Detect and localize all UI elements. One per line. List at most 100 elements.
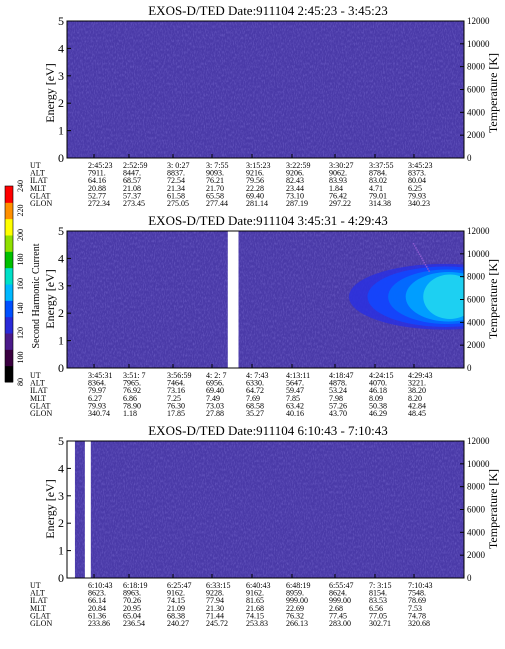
data-gap [84,441,91,578]
y-tick-label: 1 [58,124,64,138]
orbit-cell: 4:29:43 [408,371,432,380]
panel-1: EXOS-D/TED Date:911104 2:45:23 - 3:45:23… [30,3,500,208]
orbit-cell: 64.16 [88,176,106,185]
y-tick-label: 0 [58,571,64,585]
orbit-cell: 83.93 [329,176,347,185]
orbit-cell: 81.65 [246,596,264,605]
orbit-cell: 6:55:47 [329,581,353,590]
orbit-cell: 3:45:31 [88,371,112,380]
hot-region-layer [423,274,464,319]
orbit-cell: 4.71 [369,184,383,193]
y2-tick-label: 6000 [467,295,486,305]
orbit-cell: 6.27 [88,394,102,403]
orbit-cell: 253.83 [246,619,268,628]
orbit-cell: 8447. [123,169,141,178]
orbit-cell: 69.40 [206,386,224,395]
orbit-cell: 20.84 [88,604,106,613]
orbit-cell: 8837. [167,169,185,178]
y2-tick-label: 4000 [467,527,486,537]
orbit-cell: 4:18:47 [329,371,353,380]
orbit-cell: 78.90 [123,401,141,410]
orbit-cell: 78.69 [408,596,426,605]
orbit-cell: 6:10:43 [88,581,112,590]
panel-3-y-axis-label: Energy [eV] [43,479,57,538]
orbit-cell: 21.70 [206,184,224,193]
orbit-cell: 2:45:23 [88,161,112,170]
orbit-cell: 83.02 [369,176,387,185]
orbit-cell: 4:24:15 [369,371,393,380]
colorbar-tick-label: 80 [16,378,25,386]
orbit-row-label: ILAT [30,386,47,395]
orbit-cell: 8623. [88,589,106,598]
orbit-cell: 8784. [369,169,387,178]
orbit-cell: 79.97 [88,386,106,395]
orbit-cell: 3:22:59 [286,161,310,170]
orbit-cell: 9216. [246,169,264,178]
orbit-cell: 3:51: 7 [123,371,145,380]
orbit-cell: 21.08 [123,184,141,193]
y-tick-label: 3 [58,279,64,293]
orbit-cell: 80.04 [408,176,426,185]
colorbar-swatch [5,267,13,285]
orbit-cell: 275.05 [167,199,189,208]
orbit-cell: 8.20 [408,394,422,403]
panel-2-y-ticks: 0 1 2 3 4 5 [58,224,71,375]
colorbar-swatch [5,251,13,269]
orbit-cell: 266.13 [286,619,308,628]
colorbar: 80 100 120 140 160 180 200 220 240 Second Harmon… [4,180,42,386]
orbit-cell: 6:40:43 [246,581,270,590]
orbit-cell: 9228. [206,589,224,598]
orbit-cell: 8154. [369,589,387,598]
orbit-cell: 2:52:59 [123,161,147,170]
hot-region-trace [424,264,427,266]
orbit-row-label: ALT [30,589,45,598]
orbit-row-label: ALT [30,169,45,178]
y-tick-label: 2 [58,516,64,530]
orbit-cell: 3:45:23 [408,161,432,170]
orbit-cell: 76.30 [167,401,185,410]
orbit-cell: 273.45 [123,199,145,208]
y2-tick-label: 2000 [467,130,486,140]
orbit-cell: 68.38 [167,611,185,620]
data-gap [67,441,75,578]
colorbar-tick-label: 180 [16,254,25,266]
orbit-cell: 5647. [286,379,304,388]
orbit-cell: 43.70 [329,409,347,418]
orbit-cell: 68.58 [246,401,264,410]
orbit-cell: 1.84 [329,184,343,193]
orbit-cell: 74.15 [246,611,264,620]
y2-tick-label: 2000 [467,340,486,350]
y2-tick-label: 0 [467,153,472,163]
y2-tick-label: 12000 [467,16,490,26]
orbit-cell: 6:18:19 [123,581,147,590]
orbit-cell: 21.68 [246,604,264,613]
orbit-cell: 314.38 [369,199,391,208]
orbit-cell: 8624. [329,589,347,598]
orbit-cell: 20.88 [88,184,106,193]
orbit-cell: 21.34 [167,184,185,193]
y-tick-label: 4 [58,461,64,475]
orbit-cell: 7548. [408,589,426,598]
orbit-cell: 21.09 [167,604,185,613]
orbit-cell: 73.10 [286,191,304,200]
orbit-cell: 7: 3:15 [369,581,391,590]
y2-tick-label: 10000 [467,459,490,469]
panel-3-y-ticks: 0 1 2 3 4 5 [58,434,71,585]
hot-region-trace [423,261,426,264]
panel-2-data-gaps [227,231,239,368]
orbit-cell: 297.22 [329,199,351,208]
orbit-row-label: UT [30,161,41,170]
orbit-cell: 79.56 [246,176,264,185]
orbit-row-label: UT [30,371,41,380]
orbit-cell: 236.54 [123,619,145,628]
orbit-cell: 7.69 [246,394,260,403]
orbit-cell: 7.98 [329,394,343,403]
orbit-cell: 6.86 [123,394,137,403]
orbit-cell: 7.49 [206,394,220,403]
hot-region-trace [427,268,429,270]
y2-tick-label: 12000 [467,226,490,236]
panel-1-y-axis-label: Energy [eV] [43,63,57,122]
panel-2-title: EXOS-D/TED Date:911104 3:45:31 - 4:29:43 [148,213,388,228]
orbit-cell: 74.15 [167,596,185,605]
